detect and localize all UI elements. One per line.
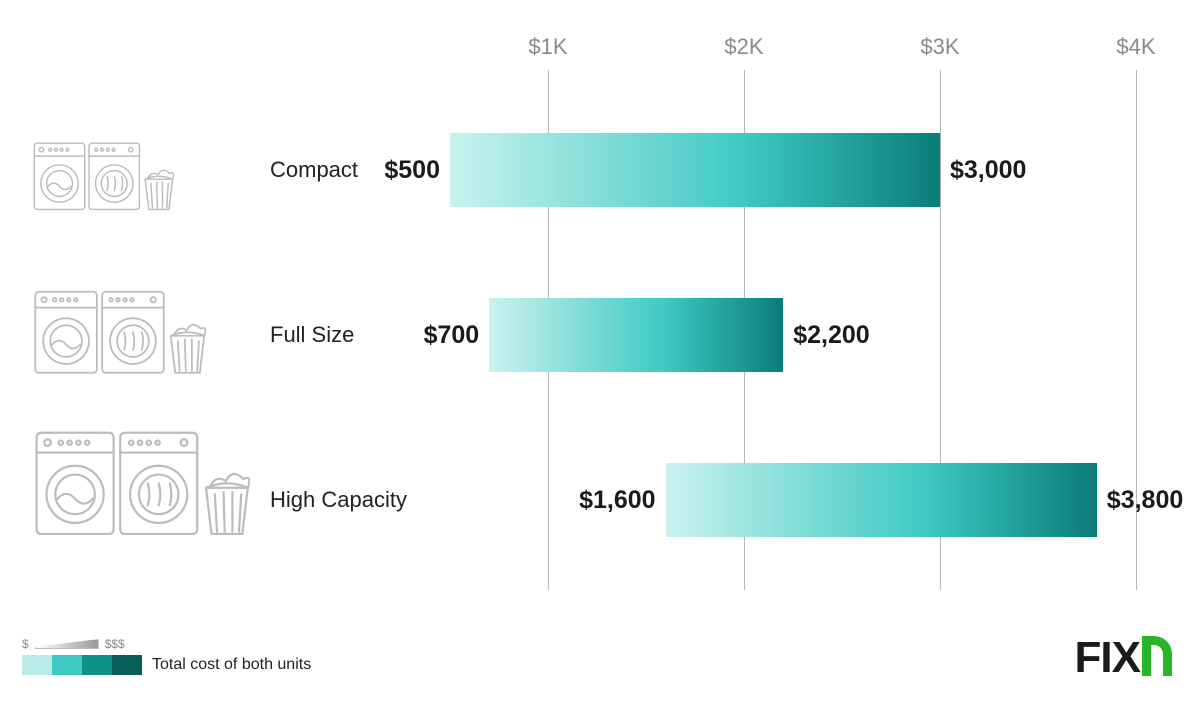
logo-r-icon (1142, 636, 1172, 676)
legend-swatches (22, 655, 142, 675)
washer-dryer-icon (30, 283, 206, 380)
chart-row: Full Size$700 $2,200 (30, 290, 1170, 380)
legend-price-scale: $ $$$ (22, 637, 311, 651)
row-icon-cell (30, 455, 250, 545)
chart-area: $1K$2K$3K$4K Compact$500$3,000 (30, 30, 1170, 590)
fixr-logo: FIX (1075, 632, 1172, 683)
bar-max-value: $2,200 (783, 321, 869, 350)
bar-max-value: $3,800 (1097, 486, 1183, 515)
axis-tick-label: $3K (920, 34, 959, 60)
legend-swatch (22, 655, 52, 675)
legend-swatch (82, 655, 112, 675)
axis-tick-label: $2K (724, 34, 763, 60)
range-bar (450, 133, 940, 207)
row-icon-cell (30, 290, 250, 380)
legend-swatch (112, 655, 142, 675)
row-label: Full Size (270, 322, 440, 348)
legend-scale-low: $ (22, 637, 29, 651)
bar-min-value: $700 (424, 321, 490, 350)
legend-text: Total cost of both units (152, 656, 311, 674)
legend: $ $$$ Total cost of both units (22, 637, 311, 675)
range-bar (666, 463, 1097, 537)
legend-swatch (52, 655, 82, 675)
washer-dryer-icon (30, 136, 174, 215)
legend-scale-high: $$$ (105, 637, 125, 651)
washer-dryer-icon (30, 419, 250, 546)
axis-tick-label: $1K (528, 34, 567, 60)
row-label: High Capacity (270, 487, 440, 513)
chart-row: High Capacity$1,600$3,800 (30, 455, 1170, 545)
logo-text: FIX (1075, 633, 1140, 683)
bar-min-value: $1,600 (579, 486, 665, 515)
row-icon-cell (30, 125, 250, 215)
range-bar (489, 298, 783, 372)
bar-min-value: $500 (384, 156, 450, 185)
legend-swatch-row: Total cost of both units (22, 655, 311, 675)
chart-row: Compact$500$3,000 (30, 125, 1170, 215)
bar-max-value: $3,000 (940, 156, 1026, 185)
axis-tick-label: $4K (1116, 34, 1155, 60)
legend-wedge-icon (35, 639, 99, 649)
